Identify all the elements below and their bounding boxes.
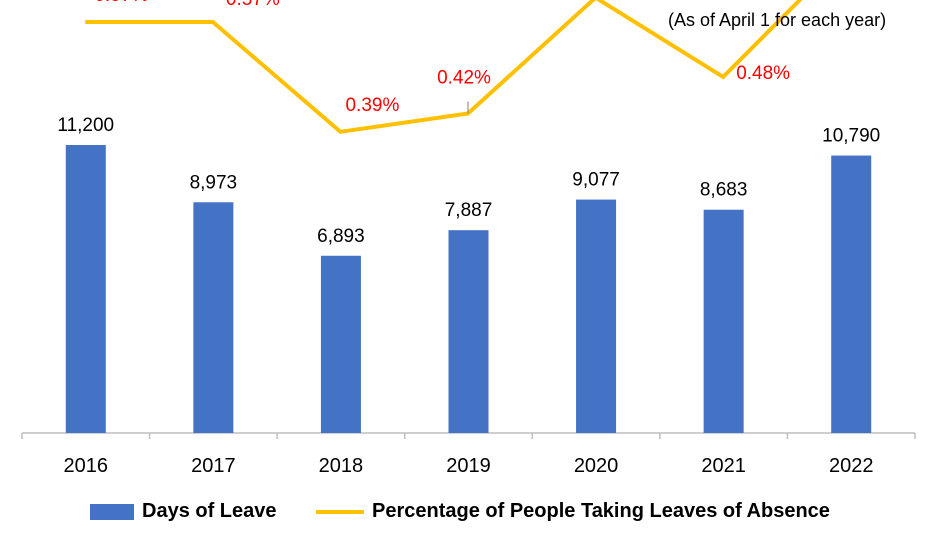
bar-2018: [320, 255, 361, 433]
bar-2016: [65, 145, 106, 433]
bar-label-2020: 9,077: [572, 170, 620, 191]
chart-note: (As of April 1 for each year): [668, 10, 887, 30]
category-label-2020: 2020: [574, 455, 619, 477]
legend: Days of Leave Percentage of People Takin…: [0, 500, 939, 528]
pct-label-2017: 0.57%: [226, 0, 280, 10]
bar-label-2022: 10,790: [822, 126, 880, 147]
bar-2017: [193, 202, 234, 433]
bar-label-2017: 8,973: [190, 172, 238, 193]
bar-label-2021: 8,683: [700, 180, 748, 201]
category-label-2021: 2021: [701, 455, 746, 477]
bar-2021: [703, 209, 744, 433]
bar-2019: [448, 230, 489, 433]
chart-canvas: 11,200 2016 8,973 2017 6,893 2018 7,887 2019 9,0…: [21, 0, 916, 477]
bar-2022: [831, 155, 872, 434]
legend-swatch-line: [316, 509, 364, 514]
category-label-2018: 2018: [319, 455, 364, 477]
pct-label-2019: 0.42%: [437, 68, 491, 89]
bar-label-2016: 11,200: [57, 115, 114, 136]
legend-item-days: Days of Leave: [90, 500, 277, 523]
category-label-2022: 2022: [829, 455, 874, 477]
pct-label-2021: 0.48%: [736, 63, 790, 84]
bar-label-2018: 6,893: [317, 226, 365, 247]
pct-label-2016: 0.57%: [94, 0, 148, 6]
bar-label-2019: 7,887: [445, 200, 493, 221]
legend-item-percentage: Percentage of People Taking Leaves of Ab…: [316, 500, 830, 523]
category-label-2017: 2017: [191, 455, 236, 477]
legend-swatch-bar: [90, 503, 134, 520]
category-label-2016: 2016: [64, 455, 109, 477]
category-label-2019: 2019: [446, 455, 491, 477]
pct-label-2018: 0.39%: [345, 95, 399, 116]
bar-2020: [576, 199, 617, 433]
legend-label-percentage: Percentage of People Taking Leaves of Ab…: [372, 500, 830, 522]
legend-label-days: Days of Leave: [142, 500, 277, 522]
